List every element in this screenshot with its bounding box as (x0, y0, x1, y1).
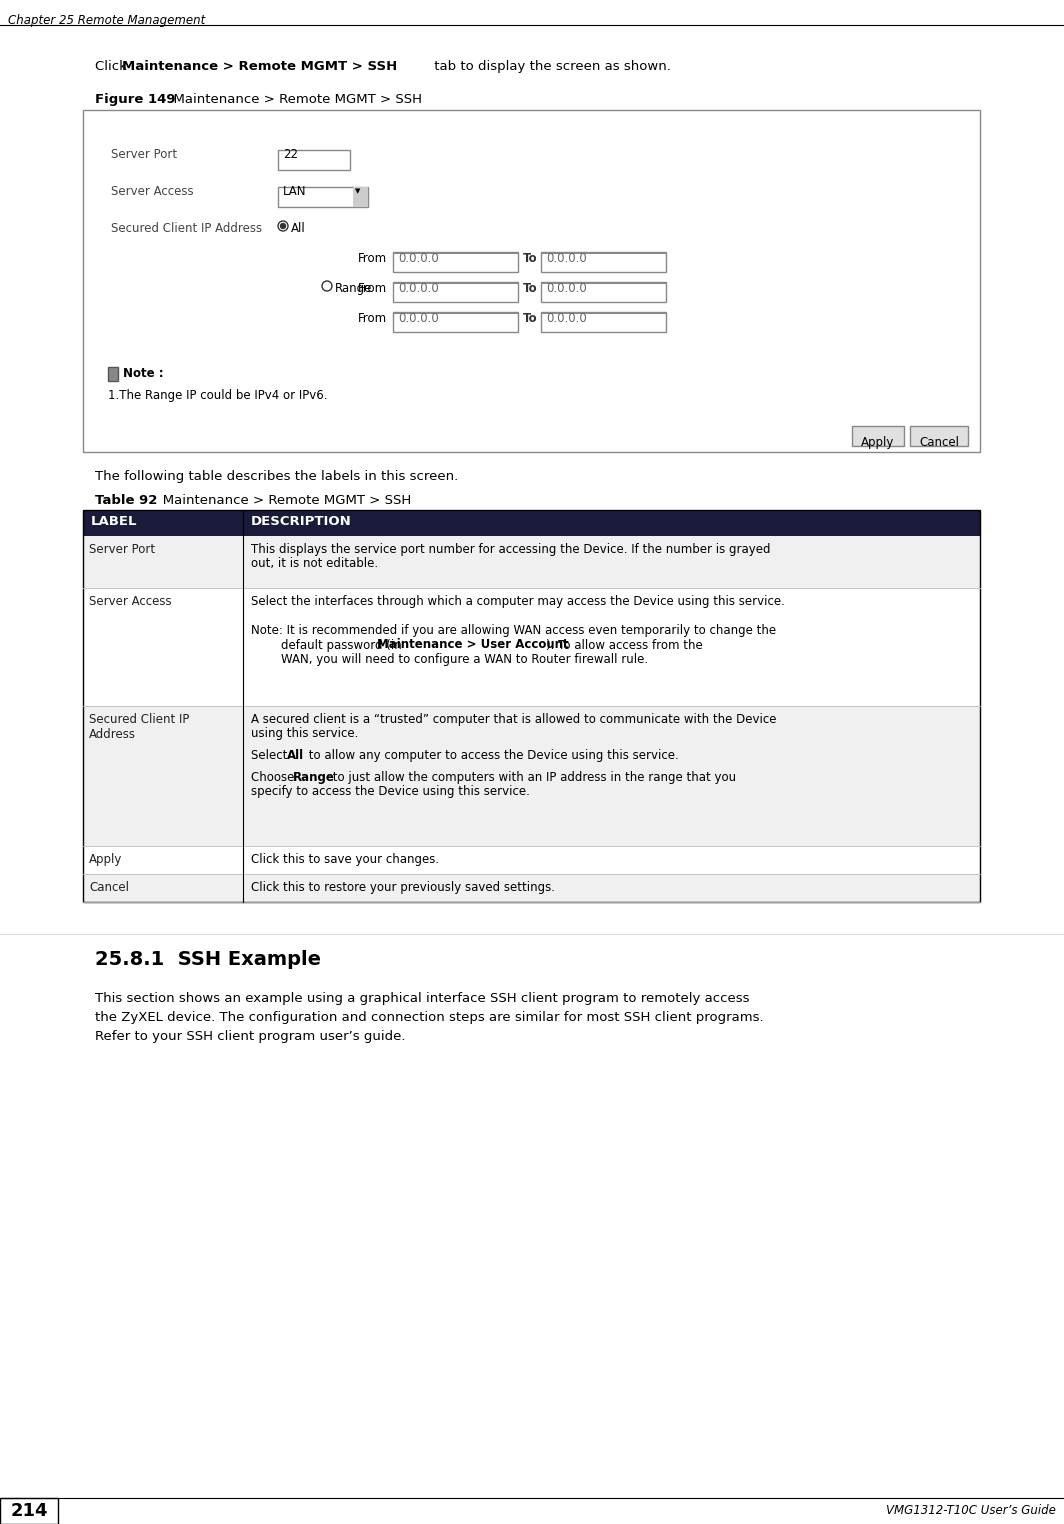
Text: 0.0.0.0: 0.0.0.0 (546, 282, 586, 296)
Text: LAN: LAN (283, 184, 306, 198)
Text: out, it is not editable.: out, it is not editable. (251, 558, 378, 570)
Bar (393, 251, 518, 255)
Text: Maintenance > Remote MGMT > SSH: Maintenance > Remote MGMT > SSH (165, 93, 422, 107)
Bar (83, 846, 980, 873)
Text: Click this to save your changes.: Click this to save your changes. (251, 853, 439, 866)
Text: Click this to restore your previously saved settings.: Click this to restore your previously sa… (251, 881, 555, 895)
Text: This section shows an example using a graphical interface SSH client program to : This section shows an example using a gr… (95, 992, 749, 1004)
Bar (83, 110, 980, 453)
Text: to allow any computer to access the Device using this service.: to allow any computer to access the Devi… (305, 750, 679, 762)
Text: Select the interfaces through which a computer may access the Device using this : Select the interfaces through which a co… (251, 594, 785, 608)
Bar (541, 312, 666, 332)
Text: Apply: Apply (89, 853, 122, 866)
Bar (278, 187, 368, 207)
Text: Note :: Note : (123, 367, 164, 379)
Text: 0.0.0.0: 0.0.0.0 (398, 251, 438, 265)
Text: 0.0.0.0: 0.0.0.0 (546, 312, 586, 325)
Text: Maintenance > User Account: Maintenance > User Account (377, 639, 568, 651)
Text: From: From (358, 282, 387, 296)
Text: 25.8.1  SSH Example: 25.8.1 SSH Example (95, 949, 321, 969)
Text: The following table describes the labels in this screen.: The following table describes the labels… (95, 469, 459, 483)
Bar (83, 536, 980, 588)
Circle shape (281, 224, 285, 229)
Text: This displays the service port number for accessing the Device. If the number is: This displays the service port number fo… (251, 543, 770, 556)
Text: Choose: Choose (251, 771, 298, 783)
Bar (353, 187, 368, 207)
Bar (83, 873, 980, 902)
Bar (83, 706, 980, 846)
Text: 1.The Range IP could be IPv4 or IPv6.: 1.The Range IP could be IPv4 or IPv6. (109, 389, 328, 402)
Text: Maintenance > Remote MGMT > SSH: Maintenance > Remote MGMT > SSH (122, 59, 397, 73)
Text: to just allow the computers with an IP address in the range that you: to just allow the computers with an IP a… (329, 771, 736, 783)
Text: Apply: Apply (862, 436, 895, 450)
Text: 22: 22 (283, 148, 298, 162)
Text: Secured Client IP Address: Secured Client IP Address (111, 223, 262, 235)
Text: Chapter 25 Remote Management: Chapter 25 Remote Management (9, 14, 205, 27)
Text: DESCRIPTION: DESCRIPTION (251, 515, 352, 527)
Bar (278, 149, 350, 171)
Bar (393, 251, 518, 271)
Text: Table 92: Table 92 (95, 494, 157, 507)
Text: To: To (523, 251, 537, 265)
Text: A secured client is a “trusted” computer that is allowed to communicate with the: A secured client is a “trusted” computer… (251, 713, 777, 725)
Bar (393, 312, 518, 314)
Text: Server Port: Server Port (111, 148, 177, 162)
Bar (83, 588, 980, 706)
Text: Note: It is recommended if you are allowing WAN access even temporarily to chang: Note: It is recommended if you are allow… (251, 623, 776, 637)
Bar (83, 511, 980, 536)
Bar (541, 251, 666, 255)
Text: 214: 214 (11, 1503, 48, 1519)
Text: From: From (358, 251, 387, 265)
Bar (0, 1498, 59, 1524)
Text: Server Access: Server Access (89, 594, 171, 608)
Text: the ZyXEL device. The configuration and connection steps are similar for most SS: the ZyXEL device. The configuration and … (95, 1010, 764, 1024)
Text: Cancel: Cancel (919, 436, 959, 450)
Text: 0.0.0.0: 0.0.0.0 (398, 282, 438, 296)
Text: Select: Select (251, 750, 292, 762)
Text: using this service.: using this service. (251, 727, 359, 741)
Text: ). To allow access from the: ). To allow access from the (546, 639, 702, 651)
Text: WAN, you will need to configure a WAN to Router firewall rule.: WAN, you will need to configure a WAN to… (251, 652, 648, 666)
Text: To: To (523, 312, 537, 325)
Text: To: To (523, 282, 537, 296)
Bar (910, 427, 968, 447)
Bar (541, 312, 666, 314)
Text: Maintenance > Remote MGMT > SSH: Maintenance > Remote MGMT > SSH (150, 494, 412, 507)
Bar (109, 367, 118, 381)
Text: All: All (287, 750, 304, 762)
Bar (393, 282, 518, 283)
Bar (393, 312, 518, 332)
Text: Range: Range (293, 771, 335, 783)
Text: tab to display the screen as shown.: tab to display the screen as shown. (430, 59, 671, 73)
Text: LABEL: LABEL (92, 515, 137, 527)
Bar (541, 282, 666, 302)
Text: Click: Click (95, 59, 131, 73)
Bar (83, 511, 980, 902)
Text: Cancel: Cancel (89, 881, 129, 895)
Bar (541, 251, 666, 271)
Text: default password (in: default password (in (251, 639, 405, 651)
Text: Figure 149: Figure 149 (95, 93, 176, 107)
Text: All: All (290, 223, 305, 235)
Text: Range: Range (335, 282, 372, 296)
Text: Server Port: Server Port (89, 543, 155, 556)
Text: specify to access the Device using this service.: specify to access the Device using this … (251, 785, 530, 799)
Text: Refer to your SSH client program user’s guide.: Refer to your SSH client program user’s … (95, 1030, 405, 1042)
Bar (541, 282, 666, 283)
Text: 0.0.0.0: 0.0.0.0 (398, 312, 438, 325)
Text: From: From (358, 312, 387, 325)
Text: Secured Client IP
Address: Secured Client IP Address (89, 713, 189, 741)
Text: Server Access: Server Access (111, 184, 194, 198)
Bar (852, 427, 904, 447)
Text: 0.0.0.0: 0.0.0.0 (546, 251, 586, 265)
Bar (393, 282, 518, 302)
Text: VMG1312-T10C User’s Guide: VMG1312-T10C User’s Guide (886, 1504, 1055, 1518)
Text: ▼: ▼ (355, 187, 361, 194)
